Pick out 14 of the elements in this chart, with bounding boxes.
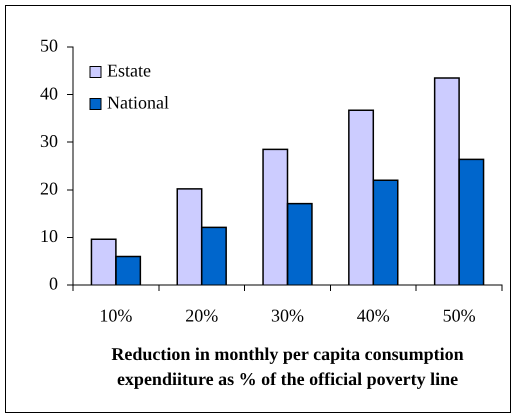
- y-tick-label: 0: [49, 274, 58, 294]
- x-tick-label: 40%: [356, 306, 390, 326]
- legend-label: National: [107, 92, 169, 113]
- x-tick-label: 10%: [99, 306, 132, 326]
- x-tick-label: 30%: [271, 306, 304, 326]
- x-tick-label: 50%: [442, 306, 476, 326]
- x-tick-label: 20%: [185, 306, 218, 326]
- legend-label: Estate: [107, 60, 151, 81]
- y-tick-label: 40: [40, 83, 58, 104]
- y-tick-label: 50: [40, 36, 58, 56]
- y-tick-label: 30: [40, 130, 58, 151]
- y-tick-label: 20: [40, 178, 58, 199]
- x-axis-title: Reduction in monthly per capita consumption expendiiture as % of the official poverty line: [111, 344, 464, 390]
- y-tick-label: 10: [40, 226, 58, 246]
